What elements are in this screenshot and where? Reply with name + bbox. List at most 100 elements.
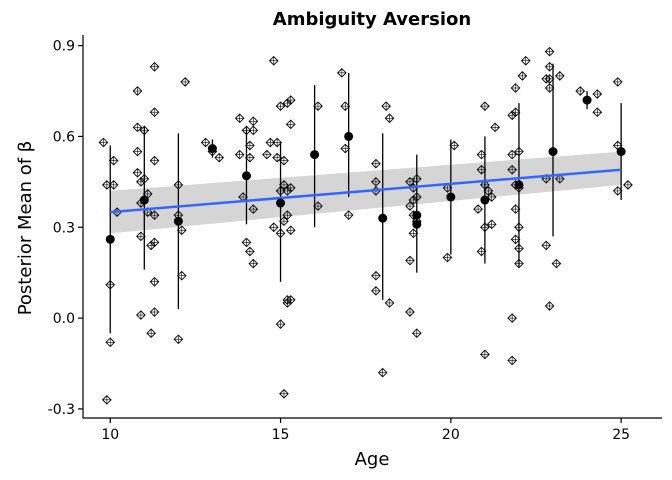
data-point — [592, 107, 603, 118]
data-point — [136, 310, 146, 320]
mean-point — [276, 198, 286, 208]
data-point — [146, 328, 156, 339]
mean-point — [616, 147, 626, 157]
mean-point — [173, 216, 183, 226]
data-point — [507, 355, 517, 366]
data-point — [262, 149, 272, 160]
data-point — [405, 201, 415, 211]
data-point — [180, 77, 191, 87]
y-tick-label: 0.3 — [53, 220, 75, 236]
x-tick-label: 25 — [612, 427, 630, 443]
data-point — [381, 101, 391, 111]
data-point — [544, 301, 555, 311]
data-point — [241, 237, 252, 248]
data-point — [248, 204, 259, 214]
data-point — [520, 55, 531, 66]
confidence-ribbon-layer — [110, 151, 622, 234]
x-tick-label: 15 — [272, 427, 290, 443]
trend-line-layer — [110, 168, 622, 214]
x-tick-label: 20 — [442, 427, 460, 443]
data-point — [592, 89, 603, 99]
data-point — [102, 394, 112, 405]
data-point — [282, 210, 293, 220]
data-point — [173, 334, 184, 345]
data-point — [490, 122, 500, 133]
mean-point — [446, 192, 456, 202]
mean-point — [412, 219, 422, 229]
data-point — [234, 149, 245, 160]
data-point — [343, 210, 354, 220]
data-point — [132, 122, 143, 133]
data-point — [285, 95, 296, 105]
mean-point — [480, 195, 490, 205]
mean-point — [139, 195, 149, 205]
data-point — [371, 286, 381, 296]
data-point — [575, 86, 586, 96]
data-point — [480, 349, 490, 360]
data-point — [486, 219, 497, 230]
data-point — [517, 71, 528, 81]
mean-point — [548, 147, 558, 157]
mean-points-layer — [105, 95, 626, 244]
data-point — [541, 240, 552, 251]
x-tick-label: 10 — [101, 427, 119, 443]
data-point — [149, 276, 160, 287]
mean-point — [105, 234, 115, 244]
data-point — [132, 167, 143, 178]
data-point — [371, 158, 381, 169]
data-point — [275, 319, 286, 329]
data-point — [268, 222, 279, 233]
data-point — [149, 307, 160, 317]
data-point — [507, 313, 517, 323]
mean-point — [514, 180, 524, 190]
data-point — [371, 177, 381, 187]
y-axis-title: Posterior Mean of β — [15, 141, 36, 316]
mean-point — [412, 210, 422, 220]
data-point — [507, 164, 517, 175]
x-axis-title: Age — [355, 449, 390, 470]
data-point — [105, 337, 116, 348]
data-point — [473, 204, 483, 214]
data-point — [554, 71, 565, 81]
data-point — [214, 152, 225, 163]
data-point — [248, 258, 259, 269]
data-point — [149, 237, 160, 248]
mean-point — [378, 213, 388, 223]
data-point — [149, 210, 160, 220]
chart-title: Ambiguity Aversion — [273, 9, 471, 30]
trend-line — [110, 168, 622, 214]
data-point — [248, 116, 259, 127]
data-point — [285, 225, 296, 236]
data-point — [275, 101, 286, 111]
data-point — [285, 183, 296, 193]
y-tick-label: 0.0 — [53, 311, 75, 327]
y-tick-label: -0.3 — [48, 402, 75, 418]
mean-point — [344, 131, 354, 141]
data-point — [612, 77, 623, 87]
data-point — [623, 180, 633, 190]
mean-point — [241, 171, 251, 181]
y-tick-label: 0.9 — [53, 39, 75, 55]
x-axis-ticks: 10 15 20 25 — [101, 418, 630, 443]
data-point — [411, 328, 422, 339]
data-point — [132, 146, 143, 157]
data-point — [551, 258, 562, 269]
data-point — [442, 252, 453, 263]
data-point — [405, 255, 415, 266]
data-point — [285, 295, 296, 305]
data-point — [149, 107, 160, 118]
data-point — [98, 137, 109, 148]
data-point — [510, 83, 521, 93]
y-tick-label: 0.6 — [53, 129, 75, 145]
data-point — [279, 388, 289, 399]
data-point — [337, 68, 347, 78]
mean-point — [207, 144, 217, 154]
data-point — [200, 137, 211, 148]
data-point — [285, 119, 296, 130]
data-point — [245, 246, 255, 257]
data-point — [371, 270, 381, 281]
data-point — [544, 46, 555, 57]
mean-point — [582, 95, 592, 105]
y-axis-ticks: -0.3 0.0 0.3 0.6 0.9 — [48, 39, 83, 418]
